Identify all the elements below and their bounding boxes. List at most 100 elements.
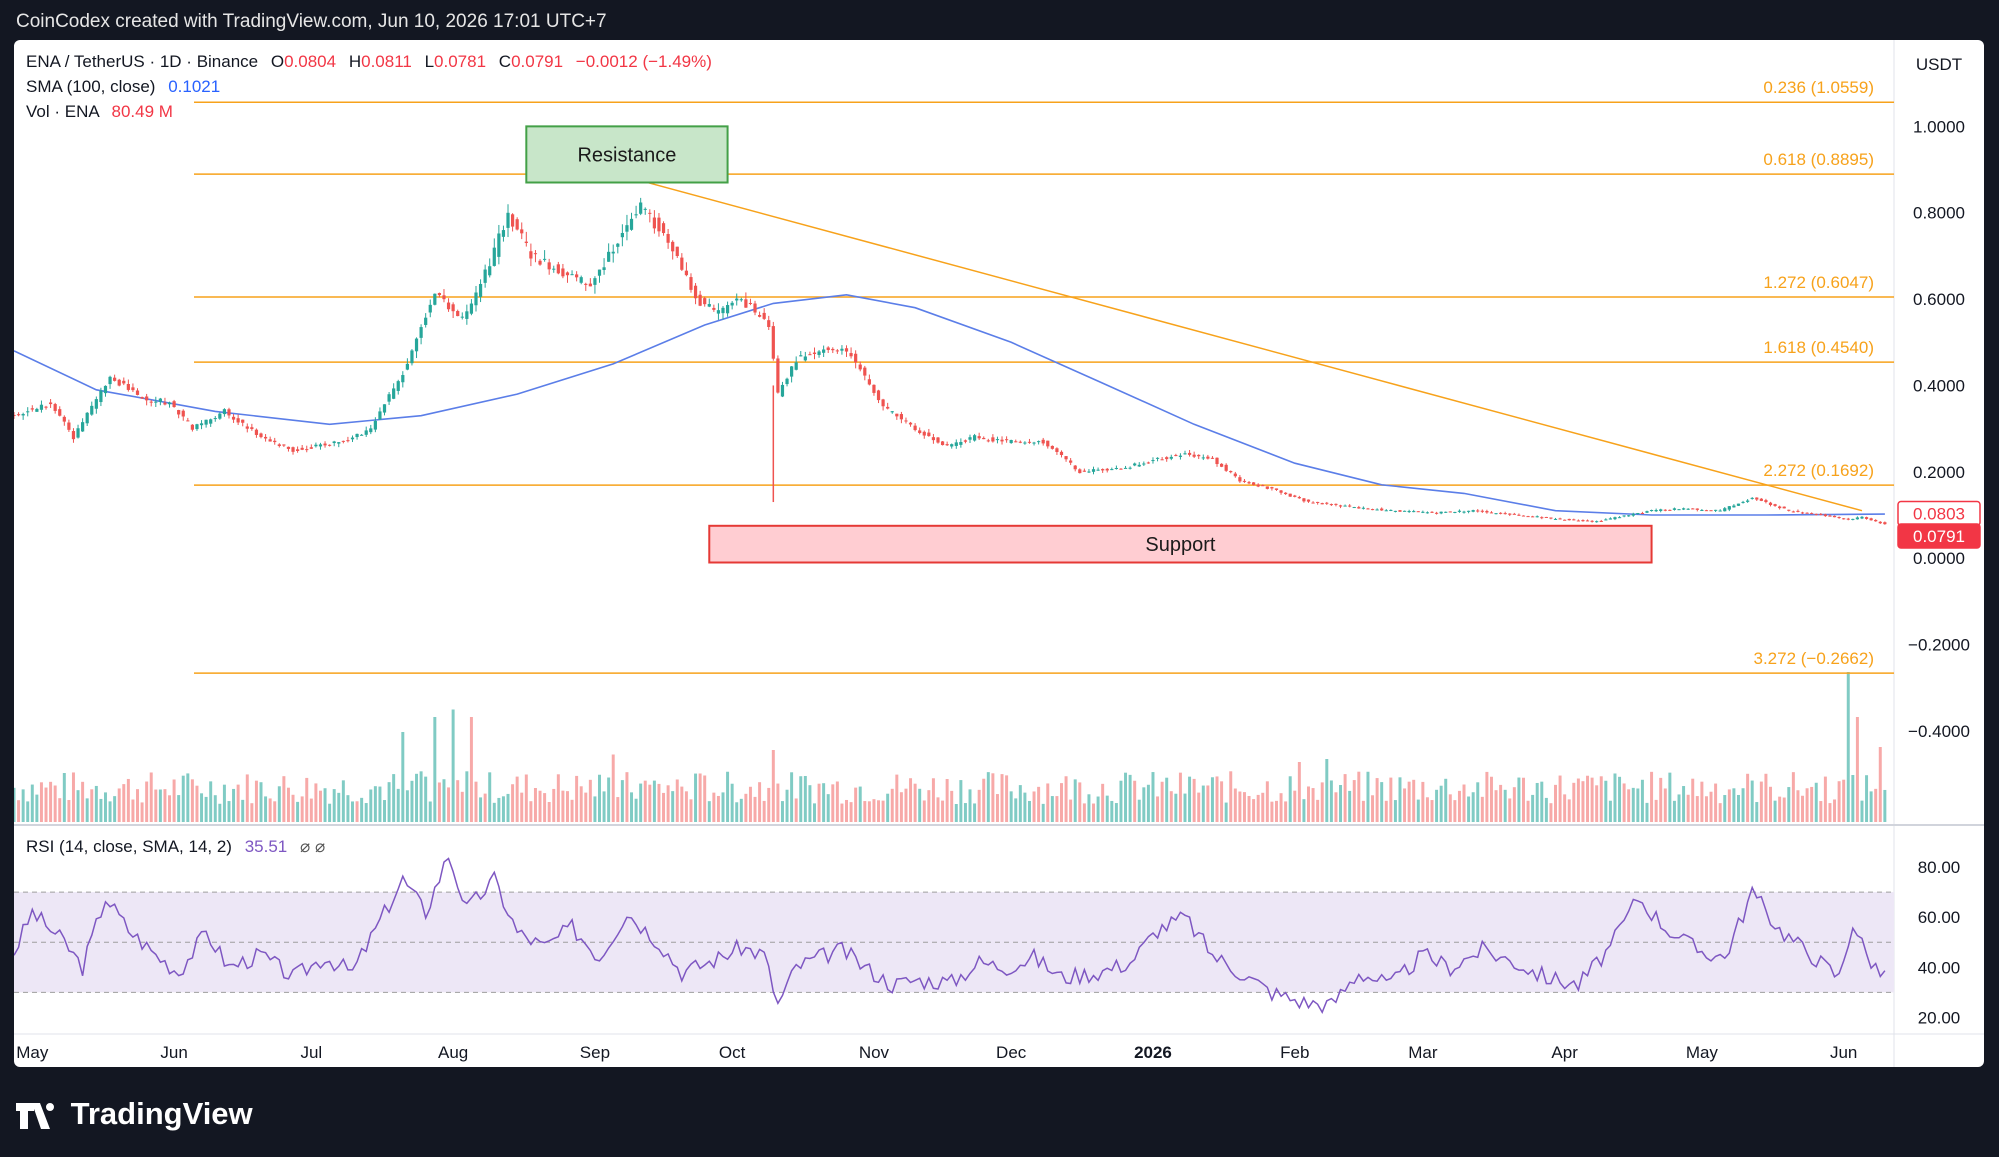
candle-body[interactable] [1709,510,1713,512]
candle-body[interactable] [1046,440,1050,447]
candle-body[interactable] [799,355,803,357]
candle-body[interactable] [602,267,606,270]
candle-body[interactable] [103,385,108,394]
candle-body[interactable] [908,422,913,425]
candle-body[interactable] [300,447,304,450]
candle-body[interactable] [76,428,80,438]
candle-body[interactable] [657,217,661,232]
candle-body[interactable] [1375,509,1379,511]
candle-body[interactable] [1416,511,1420,513]
candle-body[interactable] [1448,511,1452,513]
candle-body[interactable] [918,430,922,433]
candle-body[interactable] [465,311,469,319]
candle-body[interactable] [1425,512,1430,514]
candle-body[interactable] [1563,519,1567,521]
candle-body[interactable] [16,414,21,416]
candle-body[interactable] [506,212,510,228]
candle-body[interactable] [1755,497,1759,500]
candle-body[interactable] [835,350,839,352]
candle-body[interactable] [135,390,140,395]
candle-body[interactable] [62,416,66,422]
candle-body[interactable] [680,257,684,270]
candle-body[interactable] [1105,468,1109,471]
candle-body[interactable] [414,338,419,352]
candle-body[interactable] [218,413,222,419]
candle-body[interactable] [1714,509,1718,511]
candle-body[interactable] [575,274,579,278]
resistance-zone[interactable] [525,125,729,184]
candle-body[interactable] [369,428,373,433]
candle-body[interactable] [337,442,341,444]
candle-body[interactable] [154,401,158,403]
candle-body[interactable] [401,375,405,383]
candle-body[interactable] [977,436,981,439]
candle-body[interactable] [1069,460,1073,463]
candle-body[interactable] [456,311,460,317]
candle-body[interactable] [483,269,487,283]
candle-body[interactable] [21,413,25,416]
candle-body[interactable] [245,426,249,429]
candle-body[interactable] [460,316,464,318]
candle-body[interactable] [318,444,323,447]
candle-body[interactable] [14,414,16,416]
volume-label[interactable]: Vol · ENA [26,102,99,121]
candle-body[interactable] [520,229,524,234]
candle-body[interactable] [1686,508,1690,510]
candle-body[interactable] [652,217,656,229]
candle-body[interactable] [584,283,588,285]
price-tag[interactable] [1897,523,1981,549]
candle-body[interactable] [1073,465,1077,470]
candle-body[interactable] [268,439,272,442]
candle-body[interactable] [81,422,85,432]
candle-body[interactable] [995,439,1000,441]
candle-body[interactable] [1503,513,1507,515]
candle-body[interactable] [849,353,853,357]
candle-body[interactable] [1636,513,1640,515]
candle-body[interactable] [273,440,277,443]
candle-body[interactable] [1814,513,1818,515]
candle-body[interactable] [332,441,336,444]
candle-body[interactable] [305,449,309,451]
candle-body[interactable] [1128,467,1132,469]
candle-body[interactable] [364,430,368,435]
candle-body[interactable] [735,298,739,301]
candle-body[interactable] [1206,456,1210,459]
candle-body[interactable] [1293,495,1297,497]
candle-body[interactable] [803,356,807,361]
candle-body[interactable] [1050,445,1054,449]
candle-body[interactable] [199,423,204,426]
candle-body[interactable] [954,442,958,446]
candle-body[interactable] [950,444,954,447]
candle-body[interactable] [863,367,867,376]
candle-body[interactable] [1526,516,1530,518]
candle-body[interactable] [1622,515,1626,517]
candle-body[interactable] [1800,512,1805,514]
candle-body[interactable] [1306,499,1311,502]
candle-body[interactable] [570,274,574,276]
candle-body[interactable] [117,379,121,386]
candle-body[interactable] [872,384,876,393]
candle-body[interactable] [1617,517,1622,519]
candle-body[interactable] [1229,470,1233,473]
candle-body[interactable] [1224,464,1228,471]
candle-body[interactable] [1453,511,1457,513]
candle-body[interactable] [1869,518,1873,521]
candle-body[interactable] [1759,498,1763,501]
candle-body[interactable] [963,440,968,442]
candle-body[interactable] [1590,520,1594,522]
candle-body[interactable] [71,431,76,440]
candle-body[interactable] [355,433,359,438]
candle-body[interactable] [227,409,231,416]
candle-body[interactable] [904,420,908,422]
candle-body[interactable] [639,202,643,214]
candle-body[interactable] [1672,508,1677,510]
sma-label[interactable]: SMA (100, close) [26,77,156,96]
candle-body[interactable] [1851,518,1855,520]
candle-body[interactable] [231,416,236,420]
candle-body[interactable] [1874,519,1878,522]
candle-body[interactable] [1014,441,1018,443]
candle-body[interactable] [1576,520,1580,522]
candle-body[interactable] [1064,456,1068,460]
candle-body[interactable] [561,268,565,277]
candle-body[interactable] [1407,511,1411,513]
